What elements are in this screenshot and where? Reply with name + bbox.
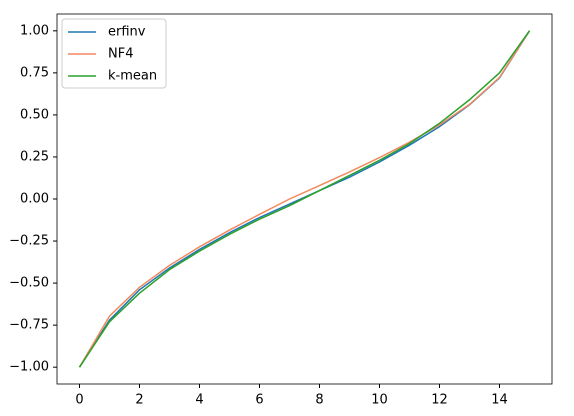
series-line <box>78 30 531 368</box>
series-line <box>78 30 531 368</box>
x-tick-label: 4 <box>195 393 203 408</box>
y-tick-label: 1.00 <box>20 23 49 38</box>
plot-frame <box>56 13 553 385</box>
x-tick-label: 14 <box>491 393 508 408</box>
y-tick-label: 0.00 <box>20 192 49 207</box>
y-tick-label: −1.00 <box>9 360 49 375</box>
legend-label: k-mean <box>108 69 157 84</box>
y-tick-label: 0.50 <box>20 107 49 122</box>
y-tick-label: 0.75 <box>20 65 49 80</box>
series-line <box>78 30 531 368</box>
x-tick-label: 0 <box>75 393 83 408</box>
y-tick-label: −0.25 <box>9 234 49 249</box>
legend-label: erfinv <box>108 25 146 40</box>
x-tick-label: 2 <box>135 393 143 408</box>
legend-label: NF4 <box>108 47 133 62</box>
x-tick-label: 8 <box>315 393 323 408</box>
legend-box <box>61 18 167 89</box>
y-tick-label: −0.50 <box>9 276 49 291</box>
y-tick-label: −0.75 <box>9 318 49 333</box>
x-tick-label: 6 <box>255 393 263 408</box>
x-tick-label: 12 <box>431 393 448 408</box>
x-tick-label: 10 <box>371 393 388 408</box>
y-tick-label: 0.25 <box>20 149 49 164</box>
